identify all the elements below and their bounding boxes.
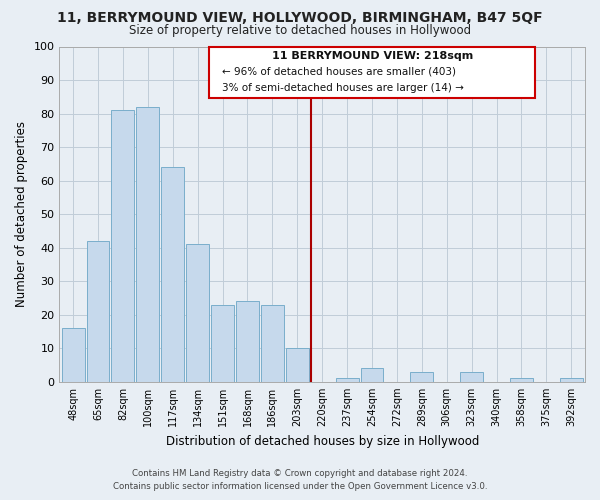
- Bar: [510, 378, 533, 382]
- Y-axis label: Number of detached properties: Number of detached properties: [15, 121, 28, 307]
- Text: 3% of semi-detached houses are larger (14) →: 3% of semi-detached houses are larger (1…: [222, 82, 464, 92]
- Text: Contains HM Land Registry data © Crown copyright and database right 2024.
Contai: Contains HM Land Registry data © Crown c…: [113, 469, 487, 491]
- Bar: [186, 244, 209, 382]
- Text: 11, BERRYMOUND VIEW, HOLLYWOOD, BIRMINGHAM, B47 5QF: 11, BERRYMOUND VIEW, HOLLYWOOD, BIRMINGH…: [57, 11, 543, 25]
- Bar: [161, 167, 184, 382]
- Bar: [460, 372, 483, 382]
- Bar: [286, 348, 309, 382]
- Bar: [62, 328, 85, 382]
- Text: Size of property relative to detached houses in Hollywood: Size of property relative to detached ho…: [129, 24, 471, 37]
- Text: 11 BERRYMOUND VIEW: 218sqm: 11 BERRYMOUND VIEW: 218sqm: [272, 50, 473, 60]
- Bar: [86, 241, 109, 382]
- Text: ← 96% of detached houses are smaller (403): ← 96% of detached houses are smaller (40…: [222, 66, 456, 76]
- Bar: [410, 372, 433, 382]
- X-axis label: Distribution of detached houses by size in Hollywood: Distribution of detached houses by size …: [166, 434, 479, 448]
- Bar: [361, 368, 383, 382]
- Bar: [560, 378, 583, 382]
- Bar: [136, 107, 160, 382]
- Bar: [236, 302, 259, 382]
- Bar: [112, 110, 134, 382]
- Bar: [211, 304, 234, 382]
- Bar: [335, 378, 359, 382]
- FancyBboxPatch shape: [209, 46, 535, 98]
- Bar: [261, 304, 284, 382]
